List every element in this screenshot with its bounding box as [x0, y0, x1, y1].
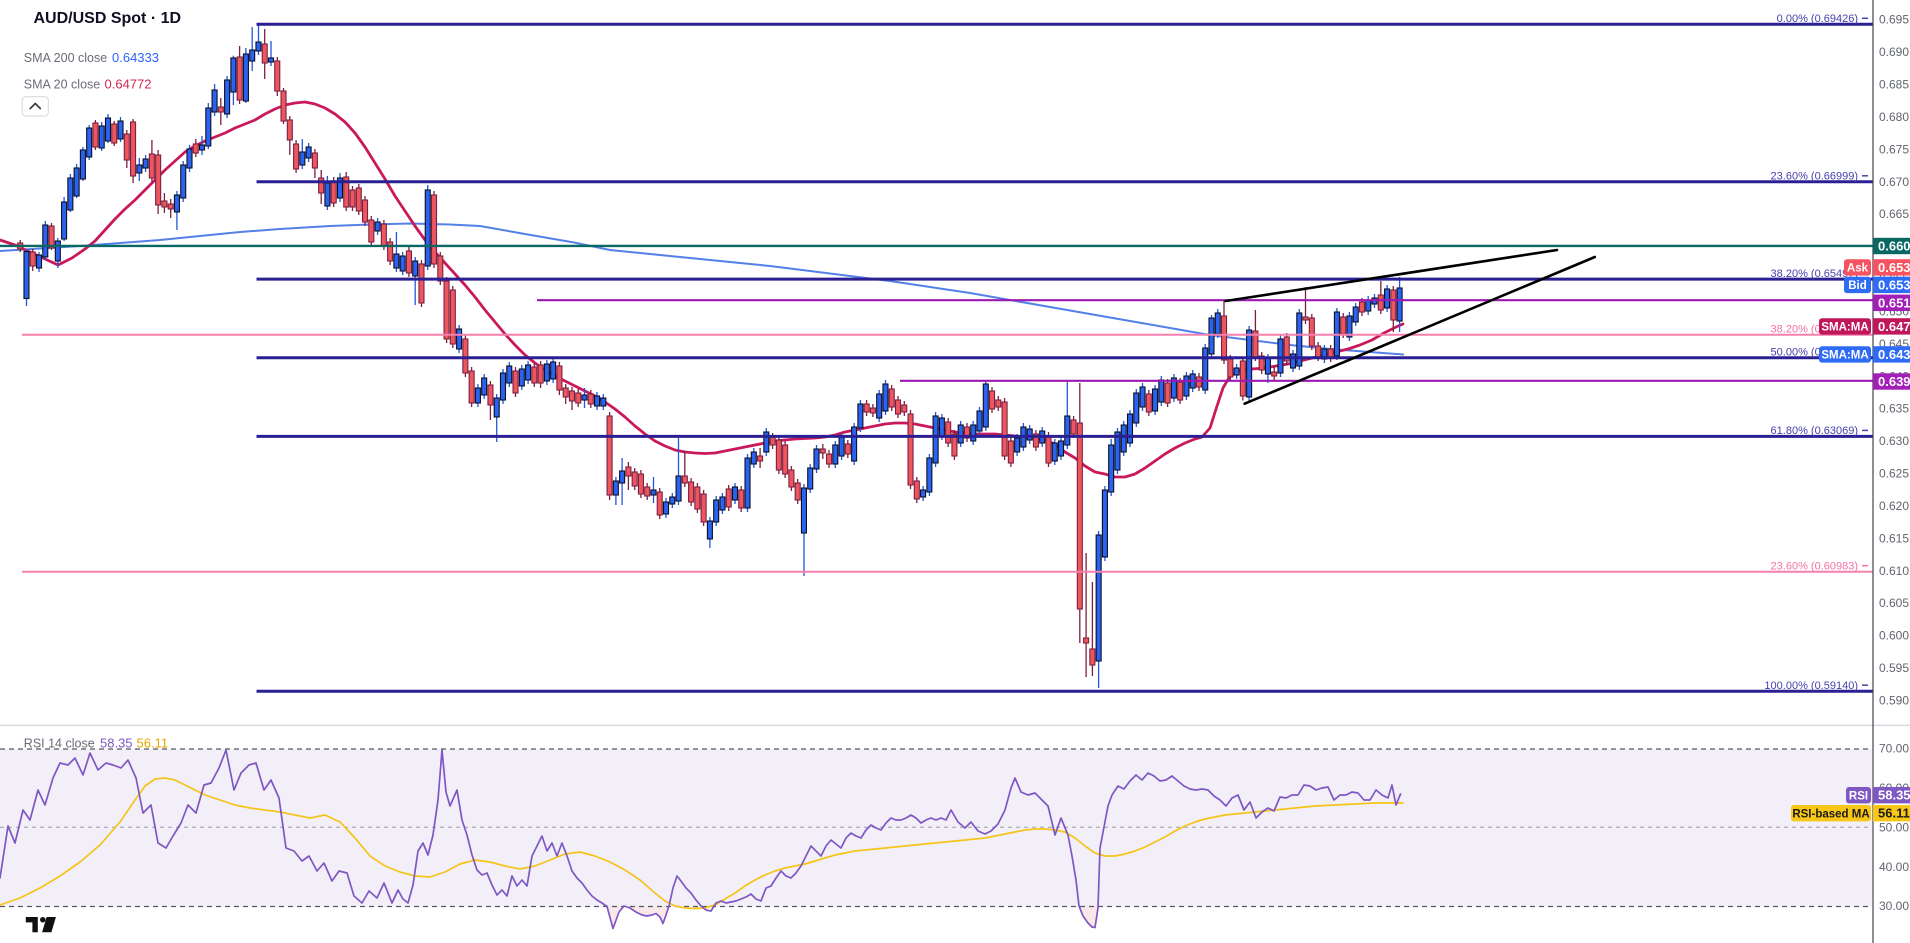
svg-text:0.670: 0.670: [1879, 175, 1909, 189]
svg-text:0.610: 0.610: [1879, 564, 1909, 578]
svg-text:AUD/USD Spot · 1D: AUD/USD Spot · 1D: [34, 10, 182, 27]
svg-text:0.690: 0.690: [1879, 45, 1909, 59]
svg-text:RSI: RSI: [1849, 790, 1868, 802]
svg-text:0.630: 0.630: [1879, 434, 1909, 448]
svg-text:Bid: Bid: [1848, 280, 1867, 292]
svg-text:30.00: 30.00: [1879, 899, 1909, 913]
svg-text:100.00% (0.59140): 100.00% (0.59140): [1764, 680, 1858, 692]
svg-text:40.00: 40.00: [1879, 860, 1909, 874]
svg-text:70.00: 70.00: [1879, 742, 1909, 756]
svg-text:23.60% (0.66999): 23.60% (0.66999): [1771, 171, 1858, 183]
svg-text:0.00% (0.69426): 0.00% (0.69426): [1777, 13, 1858, 25]
svg-text:56.11: 56.11: [137, 736, 169, 751]
svg-text:0.590: 0.590: [1879, 693, 1909, 707]
svg-text:58.35: 58.35: [100, 736, 133, 751]
svg-text:23.60% (0.60983): 23.60% (0.60983): [1771, 561, 1858, 573]
svg-text:RSI 14 close: RSI 14 close: [24, 737, 95, 751]
svg-text:SMA:MA: SMA:MA: [1821, 350, 1868, 362]
svg-text:56.11: 56.11: [1878, 806, 1910, 821]
svg-text:SMA 20 close: SMA 20 close: [24, 78, 100, 92]
svg-text:0.6532: 0.6532: [1878, 277, 1910, 292]
svg-text:RSI-based MA: RSI-based MA: [1792, 808, 1869, 820]
svg-text:0.64333: 0.64333: [112, 50, 159, 65]
svg-text:0.595: 0.595: [1879, 661, 1909, 675]
svg-text:0.6393: 0.6393: [1878, 374, 1910, 389]
svg-text:50.00: 50.00: [1879, 820, 1909, 834]
svg-text:0.605: 0.605: [1879, 596, 1909, 610]
svg-text:0.680: 0.680: [1879, 110, 1909, 124]
svg-text:0.6477: 0.6477: [1878, 319, 1910, 334]
svg-text:0.620: 0.620: [1879, 499, 1909, 513]
svg-text:0.665: 0.665: [1879, 207, 1909, 221]
svg-text:38.20% (0.65497): 38.20% (0.65497): [1771, 268, 1858, 280]
svg-text:0.6517: 0.6517: [1878, 295, 1910, 310]
svg-text:0.615: 0.615: [1879, 531, 1909, 545]
svg-text:61.80% (0.63069): 61.80% (0.63069): [1771, 425, 1858, 437]
svg-text:0.625: 0.625: [1879, 467, 1909, 481]
svg-text:0.6534: 0.6534: [1878, 260, 1910, 275]
svg-text:0.64772: 0.64772: [105, 77, 152, 92]
svg-text:SMA 200 close: SMA 200 close: [24, 51, 107, 65]
svg-text:0.685: 0.685: [1879, 78, 1909, 92]
svg-text:0.6601: 0.6601: [1878, 239, 1910, 254]
svg-text:0.600: 0.600: [1879, 629, 1909, 643]
svg-text:Ask: Ask: [1847, 263, 1869, 275]
svg-text:58.35: 58.35: [1878, 788, 1910, 803]
svg-text:0.635: 0.635: [1879, 402, 1909, 416]
svg-text:0.6433: 0.6433: [1878, 347, 1910, 362]
svg-text:0.675: 0.675: [1879, 142, 1909, 156]
svg-text:0.695: 0.695: [1879, 13, 1909, 27]
svg-text:SMA:MA: SMA:MA: [1821, 322, 1868, 334]
